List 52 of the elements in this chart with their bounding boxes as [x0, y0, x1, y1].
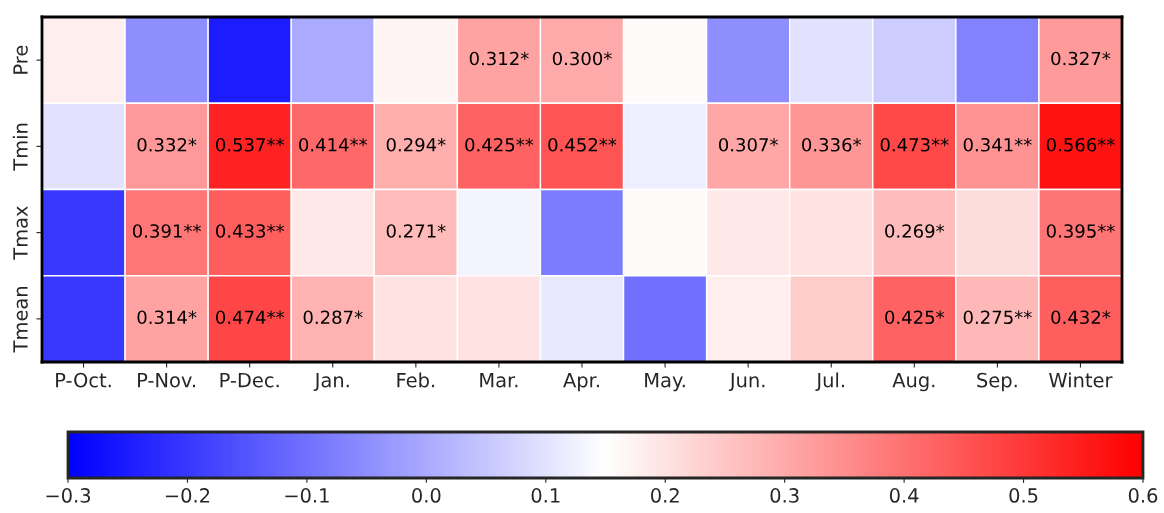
data-label: 0.294*: [386, 137, 446, 152]
data-label: 0.395**: [1046, 224, 1115, 238]
x-tick-label: Jan.: [313, 373, 349, 392]
data-label: 0.275**: [963, 310, 1032, 325]
y-tick-label: Tmean: [13, 287, 28, 353]
data-label: 0.433**: [216, 224, 285, 238]
data-label: 0.287*: [303, 310, 363, 325]
y-tick-label: Pre: [13, 45, 28, 74]
color-bar-label: 0.2: [651, 488, 679, 503]
x-tick-label: Aug.: [892, 373, 935, 392]
data-label: 0.474**: [216, 310, 285, 325]
data-label: 0.314*: [137, 310, 197, 325]
data-label: 0.336*: [802, 137, 862, 152]
x-tick-label: Apr.: [563, 373, 599, 392]
x-tick-label: Feb.: [397, 372, 435, 388]
data-label: 0.312*: [469, 51, 529, 66]
x-tick-label: Winter: [1049, 372, 1113, 388]
data-label: 0.271*: [386, 224, 446, 238]
x-tick-label: Sep.: [977, 372, 1017, 392]
data-label: 0.473**: [880, 137, 949, 152]
data-label: 0.425**: [465, 137, 534, 152]
x-tick-label: P-Oct.: [56, 372, 111, 388]
x-tick-label: P-Dec.: [220, 373, 279, 388]
data-label: 0.269*: [885, 224, 945, 238]
data-label: 0.300*: [552, 51, 612, 66]
color-bar-label: 0.4: [889, 488, 919, 503]
x-tick-label: Jun.: [728, 373, 765, 392]
data-label: 0.537**: [216, 137, 285, 152]
color-bar-label: −0.3: [46, 488, 91, 503]
color-bar-label: −0.2: [165, 488, 210, 503]
data-label: 0.425*: [885, 310, 945, 325]
color-bar-label: 0.6: [1128, 488, 1158, 503]
color-bar-label: 0.3: [770, 488, 799, 503]
color-bar-label: −0.1: [285, 488, 329, 503]
data-label: 0.566**: [1046, 137, 1115, 152]
data-label: 0.332*: [137, 137, 197, 152]
data-label: 0.414**: [299, 137, 368, 152]
color-bar-label: 0.0: [412, 488, 441, 503]
x-tick-label: Jul.: [815, 372, 844, 392]
color-bar-label: 0.1: [531, 488, 560, 503]
data-label: 0.341**: [963, 137, 1032, 152]
x-tick-label: May.: [645, 373, 685, 392]
y-tick-label: Tmin: [12, 123, 28, 171]
data-label: 0.327*: [1051, 51, 1111, 66]
data-label: 0.307*: [718, 137, 778, 152]
x-tick-label: Mar.: [480, 373, 518, 388]
x-tick-label: P-Nov.: [138, 373, 195, 388]
data-label: 0.452**: [548, 137, 617, 152]
y-tick-label: Tmax: [13, 206, 28, 260]
data-label: 0.391**: [132, 224, 201, 238]
color-bar-label: 0.5: [1009, 488, 1038, 503]
data-label: 0.432*: [1051, 310, 1111, 325]
